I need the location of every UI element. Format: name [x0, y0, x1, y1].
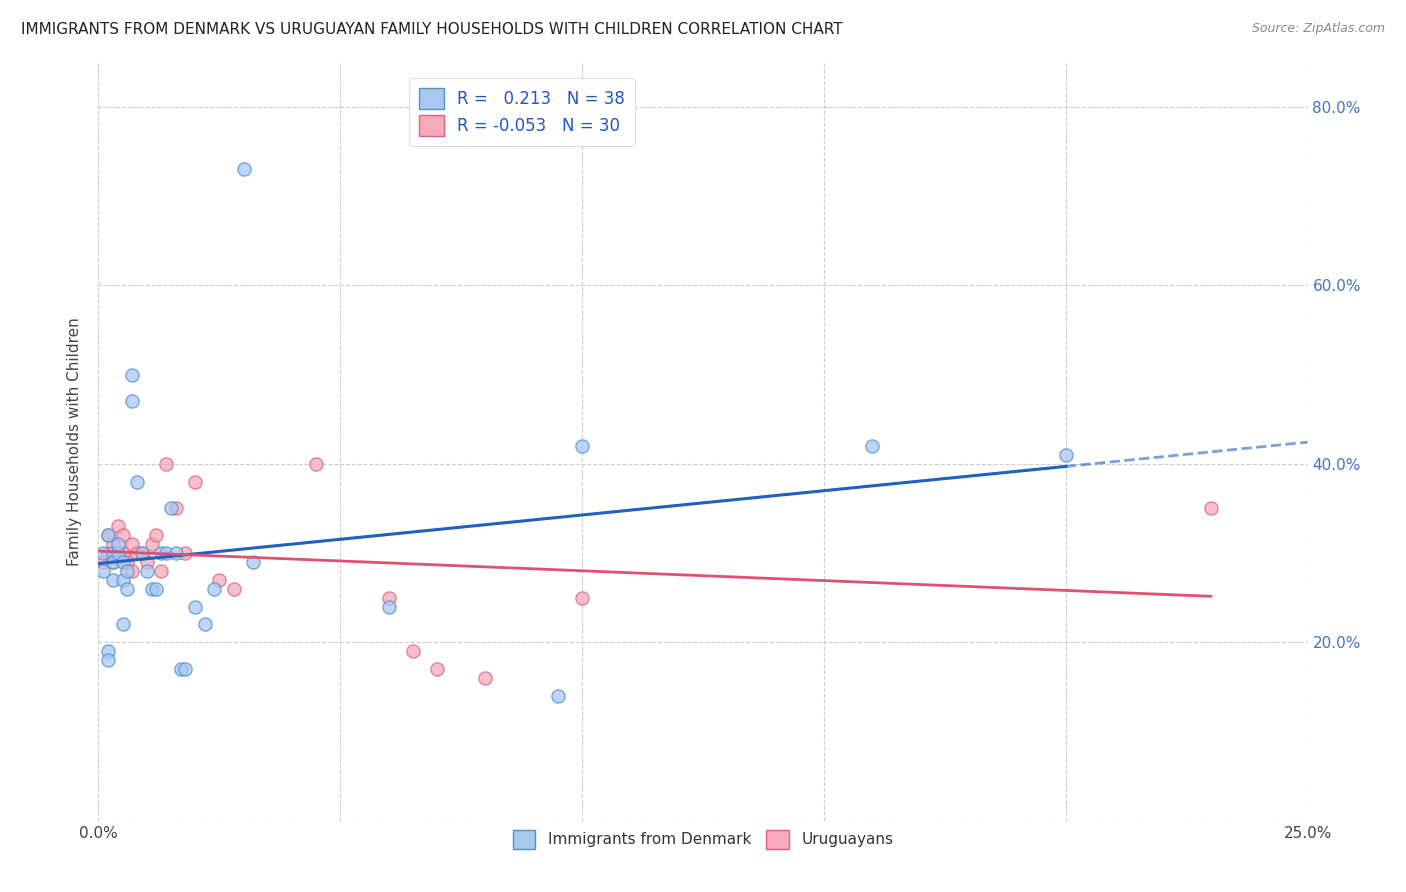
- Point: [117, 582, 139, 596]
- Point: [155, 457, 177, 471]
- Point: [141, 582, 163, 596]
- Point: [131, 546, 153, 560]
- Point: [107, 537, 129, 551]
- Point: [174, 662, 197, 676]
- Point: [121, 368, 143, 382]
- Point: [111, 617, 134, 632]
- Point: [91, 555, 114, 569]
- Point: [131, 546, 153, 560]
- Point: [107, 546, 129, 560]
- Point: [111, 546, 134, 560]
- Point: [571, 439, 593, 453]
- Point: [141, 537, 163, 551]
- Point: [184, 475, 207, 489]
- Point: [165, 501, 187, 516]
- Point: [121, 564, 143, 578]
- Point: [111, 573, 134, 587]
- Point: [232, 162, 254, 177]
- Point: [97, 653, 120, 667]
- Point: [111, 528, 134, 542]
- Point: [145, 582, 167, 596]
- Point: [305, 457, 328, 471]
- Point: [97, 644, 120, 658]
- Point: [101, 546, 124, 560]
- Point: [117, 564, 139, 578]
- Point: [547, 689, 569, 703]
- Point: [101, 573, 124, 587]
- Point: [1199, 501, 1222, 516]
- Point: [127, 546, 149, 560]
- Point: [571, 591, 593, 605]
- Point: [121, 537, 143, 551]
- Point: [194, 617, 217, 632]
- Legend: Immigrants from Denmark, Uruguayans: Immigrants from Denmark, Uruguayans: [506, 824, 900, 855]
- Point: [101, 537, 124, 551]
- Point: [169, 662, 191, 676]
- Point: [97, 528, 120, 542]
- Point: [222, 582, 245, 596]
- Point: [150, 546, 173, 560]
- Point: [117, 555, 139, 569]
- Point: [97, 546, 120, 560]
- Point: [107, 519, 129, 533]
- Point: [204, 582, 226, 596]
- Text: Source: ZipAtlas.com: Source: ZipAtlas.com: [1251, 22, 1385, 36]
- Point: [150, 564, 173, 578]
- Point: [426, 662, 449, 676]
- Point: [184, 599, 207, 614]
- Point: [97, 528, 120, 542]
- Point: [402, 644, 425, 658]
- Point: [377, 591, 399, 605]
- Text: IMMIGRANTS FROM DENMARK VS URUGUAYAN FAMILY HOUSEHOLDS WITH CHILDREN CORRELATION: IMMIGRANTS FROM DENMARK VS URUGUAYAN FAM…: [21, 22, 842, 37]
- Point: [101, 555, 124, 569]
- Point: [145, 528, 167, 542]
- Point: [208, 573, 231, 587]
- Point: [174, 546, 197, 560]
- Point: [377, 599, 399, 614]
- Point: [860, 439, 883, 453]
- Point: [155, 546, 177, 560]
- Point: [101, 555, 124, 569]
- Point: [242, 555, 264, 569]
- Point: [1054, 448, 1077, 462]
- Point: [135, 564, 157, 578]
- Point: [165, 546, 187, 560]
- Point: [127, 475, 149, 489]
- Point: [111, 555, 134, 569]
- Point: [474, 671, 496, 685]
- Point: [91, 546, 114, 560]
- Point: [121, 394, 143, 409]
- Point: [160, 501, 183, 516]
- Y-axis label: Family Households with Children: Family Households with Children: [67, 318, 83, 566]
- Point: [135, 555, 157, 569]
- Point: [91, 564, 114, 578]
